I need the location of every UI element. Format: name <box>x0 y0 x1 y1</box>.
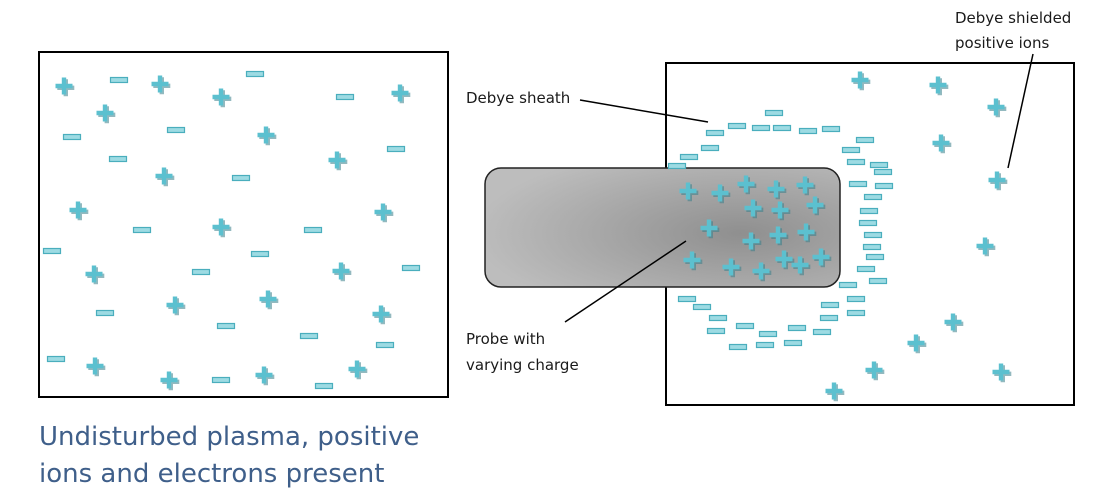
electron-icon <box>706 327 726 335</box>
electron-icon <box>166 126 186 134</box>
electron-icon <box>335 93 355 101</box>
electron-icon <box>838 281 858 289</box>
electron-icon <box>314 382 334 390</box>
electron-icon <box>705 129 725 137</box>
caption-line2: ions and electrons present <box>39 459 384 489</box>
electron-icon <box>856 265 876 273</box>
electron-icon <box>700 144 720 152</box>
electron-icon <box>679 153 699 161</box>
electron-icon <box>692 303 712 311</box>
electron-icon <box>191 268 211 276</box>
electron-icon <box>755 341 775 349</box>
electron-icon <box>846 309 866 317</box>
electron-icon <box>846 158 866 166</box>
electron-icon <box>820 301 840 309</box>
electron-icon <box>231 174 251 182</box>
electron-icon <box>812 328 832 336</box>
electron-icon <box>764 109 784 117</box>
electron-icon <box>846 295 866 303</box>
electron-icon <box>62 133 82 141</box>
probe-label-line2: varying charge <box>466 356 579 374</box>
electron-icon <box>667 162 687 170</box>
electron-icon <box>46 355 66 363</box>
electron-icon <box>758 330 778 338</box>
debye-sheath-leader <box>579 99 709 123</box>
electron-icon <box>859 207 879 215</box>
electron-icon <box>386 145 406 153</box>
electron-icon <box>863 193 883 201</box>
electron-icon <box>873 168 893 176</box>
electron-icon <box>42 247 62 255</box>
debye-sheath-label: Debye sheath <box>466 89 570 107</box>
electron-icon <box>862 243 882 251</box>
shielded-ions-leader <box>1007 53 1034 169</box>
electron-icon <box>874 182 894 190</box>
electron-icon <box>819 314 839 322</box>
electron-icon <box>865 253 885 261</box>
electron-icon <box>677 295 697 303</box>
probe-label-line1: Probe with <box>466 330 545 348</box>
electron-icon <box>868 277 888 285</box>
electron-icon <box>848 180 868 188</box>
electron-icon <box>751 124 771 132</box>
electron-icon <box>303 226 323 234</box>
electron-icon <box>841 146 861 154</box>
electron-icon <box>863 231 883 239</box>
electron-icon <box>299 332 319 340</box>
electron-icon <box>787 324 807 332</box>
electron-icon <box>783 339 803 347</box>
electron-icon <box>727 122 747 130</box>
electron-icon <box>735 322 755 330</box>
probe <box>484 167 841 288</box>
caption-line1: Undisturbed plasma, positive <box>39 422 419 452</box>
electron-icon <box>858 219 878 227</box>
electron-icon <box>855 136 875 144</box>
electron-icon <box>216 322 236 330</box>
electron-icon <box>728 343 748 351</box>
electron-icon <box>211 376 231 384</box>
electron-icon <box>108 155 128 163</box>
electron-icon <box>132 226 152 234</box>
electron-icon <box>245 70 265 78</box>
electron-icon <box>95 309 115 317</box>
electron-icon <box>869 161 889 169</box>
electron-icon <box>821 125 841 133</box>
electron-icon <box>401 264 421 272</box>
electron-icon <box>250 250 270 258</box>
shielded-ions-label-line2: positive ions <box>955 34 1049 52</box>
electron-icon <box>708 314 728 322</box>
shielded-ions-label-line1: Debye shielded <box>955 9 1071 27</box>
electron-icon <box>109 76 129 84</box>
probe-leader <box>564 240 687 323</box>
electron-icon <box>772 124 792 132</box>
electron-icon <box>375 341 395 349</box>
electron-icon <box>798 127 818 135</box>
